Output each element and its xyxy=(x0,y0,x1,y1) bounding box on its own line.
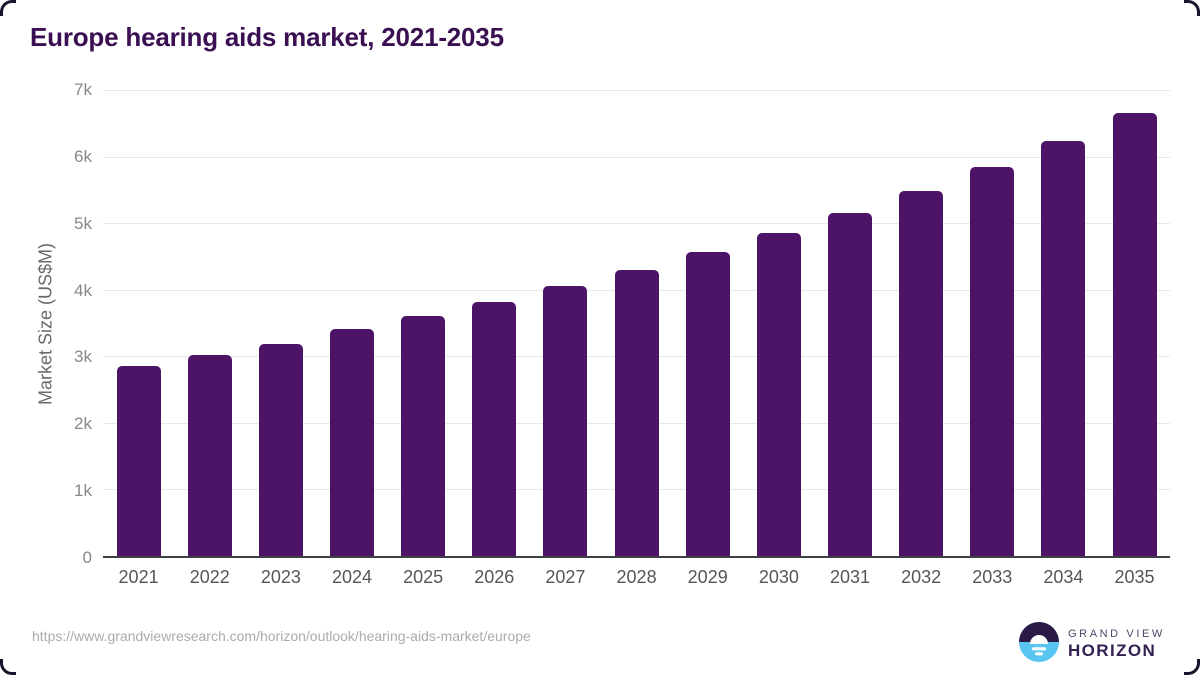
x-tick-label: 2023 xyxy=(260,567,301,587)
bar-2032 xyxy=(899,190,944,556)
bar-2022 xyxy=(187,354,232,556)
bar-2031 xyxy=(827,213,872,556)
brand-name-horizon: HORIZON xyxy=(1068,641,1157,661)
bar-2035 xyxy=(1112,113,1157,556)
x-tick-label: 2032 xyxy=(901,567,942,587)
plot-area xyxy=(103,90,1170,558)
bar-2026 xyxy=(472,302,517,556)
bar-slot xyxy=(103,90,174,556)
y-tick-label: 3k xyxy=(74,347,92,367)
x-tick-label: 2034 xyxy=(1043,567,1084,587)
card-corner-bottom-right xyxy=(1184,659,1200,675)
card-corner-top-left xyxy=(0,0,16,16)
y-tick-label: 4k xyxy=(74,280,92,300)
bar-2033 xyxy=(970,166,1015,556)
y-axis-ticks: 0 1k 2k 3k 4k 5k 6k 7k xyxy=(30,80,92,567)
bar-slot xyxy=(886,90,957,556)
bar-2024 xyxy=(329,329,374,556)
x-tick-label: 2035 xyxy=(1114,567,1155,587)
bar-slot xyxy=(316,90,387,556)
bar-2021 xyxy=(116,366,161,556)
bar-slot xyxy=(459,90,530,556)
y-tick-label: 5k xyxy=(74,213,92,233)
y-tick-label: 1k xyxy=(74,481,92,501)
bar-2025 xyxy=(401,316,446,556)
bar-slot xyxy=(672,90,743,556)
bar-slot xyxy=(601,90,672,556)
bar-slot xyxy=(1099,90,1170,556)
card-corner-top-right xyxy=(1184,0,1200,16)
bar-slot xyxy=(814,90,885,556)
bar-2028 xyxy=(614,270,659,556)
x-tick-label: 2027 xyxy=(545,567,586,587)
y-tick-label: 2k xyxy=(74,414,92,434)
x-tick-label: 2022 xyxy=(189,567,230,587)
bar-slot xyxy=(388,90,459,556)
x-tick-label: 2028 xyxy=(616,567,657,587)
y-tick-label: 0 xyxy=(82,548,92,567)
bar-slot xyxy=(174,90,245,556)
x-tick-label: 2024 xyxy=(331,567,373,587)
x-tick-label: 2030 xyxy=(758,567,799,587)
chart-title: Europe hearing aids market, 2021-2035 xyxy=(30,22,504,52)
bar-slot xyxy=(1028,90,1099,556)
x-tick-label: 2025 xyxy=(403,567,444,587)
y-tick-label: 6k xyxy=(74,146,92,166)
x-tick-label: 2031 xyxy=(829,567,870,587)
bar-slot xyxy=(957,90,1028,556)
card-corner-bottom-left xyxy=(0,659,16,675)
x-tick-label: 2026 xyxy=(474,567,515,587)
bar-slot xyxy=(245,90,316,556)
bar-2029 xyxy=(685,252,730,556)
x-tick-label: 2021 xyxy=(118,567,159,587)
x-axis-labels: 2021 2022 2023 2024 2025 2026 2027 2028 2029 2030… xyxy=(103,567,1170,588)
horizon-sunrise-icon xyxy=(1019,622,1059,667)
y-tick-label: 7k xyxy=(74,80,92,99)
bars xyxy=(103,90,1170,556)
brand-name-grand-view: GRAND VIEW xyxy=(1068,628,1165,641)
gridline xyxy=(103,156,1170,158)
gridline xyxy=(103,223,1170,225)
bar-2034 xyxy=(1041,140,1086,556)
gridline xyxy=(103,90,1170,91)
brand-logo: GRAND VIEW HORIZON xyxy=(1019,622,1165,667)
bar-2027 xyxy=(543,286,588,556)
brand-logo-text: GRAND VIEW HORIZON xyxy=(1068,628,1165,660)
bar-2030 xyxy=(756,233,801,556)
source-url: https://www.grandviewresearch.com/horizo… xyxy=(32,628,531,644)
x-tick-label: 2029 xyxy=(687,567,728,587)
bar-slot xyxy=(530,90,601,556)
bar-slot xyxy=(743,90,814,556)
bar-2023 xyxy=(258,343,303,556)
x-tick-label: 2033 xyxy=(972,567,1013,587)
